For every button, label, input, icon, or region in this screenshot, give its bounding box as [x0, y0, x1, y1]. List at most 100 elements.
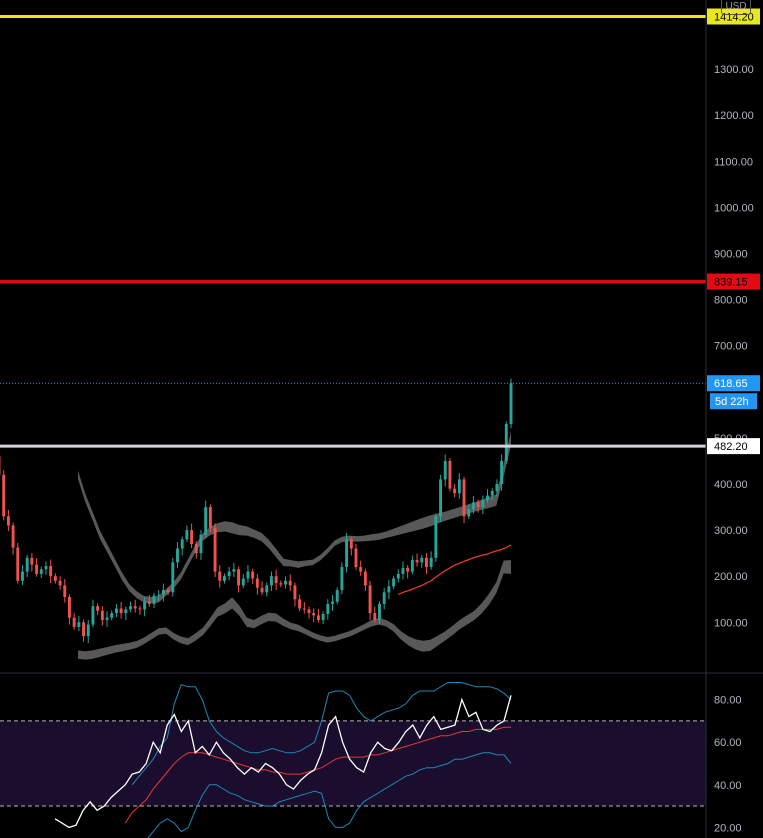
candle: [6, 509, 10, 532]
candle-body: [462, 479, 466, 517]
candle: [232, 562, 236, 578]
candle-body: [227, 571, 231, 577]
candle-body: [453, 488, 457, 494]
price-tick-label: 1300.00: [714, 64, 754, 76]
rsi-axis-ticks: 80.00 60.00 40.00 20.00: [714, 695, 742, 835]
candle: [68, 594, 71, 625]
candle-body: [53, 576, 57, 581]
rsi-tick-label: 40.00: [714, 780, 742, 792]
candle: [246, 565, 250, 583]
candle: [30, 553, 34, 572]
candle-body: [25, 557, 29, 572]
horizontal-lines[interactable]: [0, 15, 706, 448]
candle-body: [16, 547, 20, 581]
candle-body: [467, 509, 471, 517]
candle: [241, 573, 245, 589]
candle-body: [176, 548, 179, 563]
price-tag-label: 482.20: [714, 441, 748, 453]
candle: [495, 479, 499, 497]
candle-body: [251, 571, 255, 579]
candle: [410, 555, 414, 575]
candle: [21, 565, 24, 585]
lower-channel-band: [78, 560, 511, 660]
candle-body: [302, 608, 306, 610]
price-tick-label: 1100.00: [714, 156, 753, 168]
candle: [457, 472, 461, 499]
candle-body: [326, 603, 330, 614]
candle-body: [265, 585, 269, 593]
candle-body: [147, 601, 151, 604]
candle: [194, 541, 198, 559]
rsi-lower-band-line: [147, 752, 512, 838]
candle: [439, 474, 442, 522]
candle-body: [204, 507, 208, 535]
candle: [363, 568, 367, 591]
candle-body: [44, 566, 48, 570]
candle: [133, 599, 137, 613]
price-tick-label: 800.00: [714, 295, 748, 307]
candle-body: [331, 601, 334, 604]
rsi-signal-line: [124, 726, 511, 824]
candle-body: [30, 557, 34, 565]
price-tick-label: 200.00: [714, 571, 748, 583]
candle: [269, 571, 273, 591]
price-axis-ticks: 1300.00 1200.00 1100.00 1000.00 900.00 800.00…: [714, 64, 754, 629]
candle: [401, 561, 405, 580]
price-tick-label: 400.00: [714, 479, 748, 491]
candle-body: [208, 507, 212, 528]
candle: [152, 592, 156, 609]
candle-body: [486, 495, 489, 501]
last-price-tag-label: 618.65: [714, 378, 748, 390]
candle-body: [495, 484, 499, 491]
candle-body: [340, 566, 344, 591]
moving-average-line: [398, 544, 512, 596]
rsi-pane[interactable]: [0, 682, 706, 838]
price-axis[interactable]: 1300.00 1200.00 1100.00 1000.00 900.00 800.00…: [705, 0, 760, 838]
rsi-tick-label: 80.00: [714, 695, 742, 707]
candle: [100, 606, 104, 626]
candle: [138, 605, 142, 615]
candle-body: [481, 500, 485, 508]
candle-body: [260, 587, 264, 593]
currency-badge[interactable]: USD: [721, 0, 751, 15]
candle: [396, 569, 400, 583]
candle: [208, 504, 212, 532]
candle: [387, 579, 391, 600]
price-pane[interactable]: [0, 15, 706, 660]
candle-body: [72, 617, 76, 627]
candle-body: [439, 479, 442, 517]
candle: [406, 565, 410, 579]
candle: [368, 580, 372, 620]
price-tag-box: [707, 273, 760, 290]
candle-body: [133, 606, 137, 609]
candle-body: [312, 613, 316, 616]
candle: [434, 513, 438, 562]
candle-body: [190, 530, 194, 544]
candle-body: [349, 539, 353, 549]
candle: [129, 601, 132, 613]
candle: [345, 532, 349, 573]
candle-body: [218, 571, 222, 581]
candle: [77, 615, 81, 632]
rsi-upper-band-line: [131, 682, 512, 786]
candle-body: [373, 613, 377, 620]
candle: [509, 378, 513, 429]
candle: [44, 561, 48, 575]
candle: [378, 601, 381, 625]
candle: [448, 458, 452, 492]
candle-body: [279, 583, 283, 585]
candle-body: [392, 578, 396, 587]
candle-body: [6, 516, 10, 526]
candle-body: [213, 527, 217, 572]
candle-body: [114, 608, 118, 614]
candle-body: [241, 578, 245, 586]
candle-body: [91, 606, 95, 625]
candle-body: [68, 596, 71, 618]
candle: [255, 573, 259, 595]
candle: [16, 543, 20, 584]
candle: [157, 590, 161, 602]
candle: [392, 575, 396, 590]
candle-body: [316, 615, 320, 620]
candle-body: [274, 576, 278, 584]
